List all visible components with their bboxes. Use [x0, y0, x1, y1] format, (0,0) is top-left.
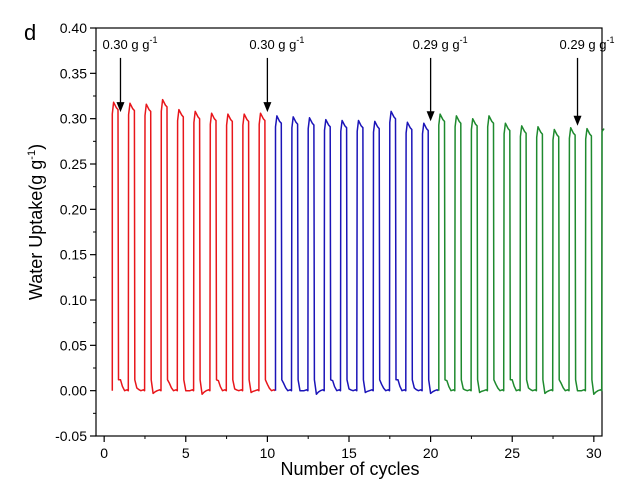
y-tick-label: 0.30	[60, 111, 87, 127]
annotation-layer: 0.30 g g-1 0.30 g g-1 0.29 g g-1 0.29 g g-1	[102, 35, 615, 126]
y-tick-label: 0.00	[60, 383, 87, 399]
y-tick-label: 0.10	[60, 292, 87, 308]
x-tick-label: 5	[182, 445, 190, 461]
x-tick-label: 0	[100, 445, 108, 461]
annotation-label: 0.30 g g-1	[249, 35, 304, 52]
annotation-label: 0.29 g g-1	[560, 35, 615, 52]
annotation-label-sup: -1	[149, 35, 157, 45]
x-tick-label: 10	[260, 445, 276, 461]
annotation-label: 0.29 g g-1	[413, 35, 468, 52]
series-line-1	[111, 98, 276, 396]
y-tick-label: -0.05	[55, 428, 87, 444]
annotation-label-main: 0.30 g g	[102, 37, 149, 52]
y-tick-label: 0.40	[60, 20, 87, 36]
annotation-label-sup: -1	[296, 35, 304, 45]
y-tick-label: 0.25	[60, 156, 87, 172]
x-axis-label: Number of cycles	[280, 459, 419, 479]
y-axis-label-close: )	[26, 144, 46, 150]
annotation-arrowhead	[116, 102, 125, 113]
annotation-label-main: 0.30 g g	[249, 37, 296, 52]
y-axis-label-main: Water Uptake(g g	[26, 160, 46, 300]
series-layer	[111, 98, 605, 396]
annotation-arrowhead	[573, 115, 582, 126]
annotation-label-main: 0.29 g g	[413, 37, 460, 52]
y-tick-label: 0.35	[60, 65, 87, 81]
y-tick-label: 0.20	[60, 201, 87, 217]
y-tick-label: 0.15	[60, 247, 87, 263]
annotation-arrowhead	[263, 102, 272, 113]
y-tick-label: 0.05	[60, 337, 87, 353]
x-tick-label: 25	[504, 445, 520, 461]
y-axis: -0.05 0.00 0.05 0.10 0.15 0.20 0.25 0.30 0.35 0.4…	[55, 20, 96, 444]
series-line-3	[438, 113, 605, 396]
x-axis: 0 5 10 15 20 25 30	[100, 436, 602, 461]
y-axis-label: Water Uptake(g g-1)	[26, 144, 46, 300]
annotation-label: 0.30 g g-1	[102, 35, 157, 52]
series-line-2	[274, 110, 439, 396]
panel-label: d	[24, 20, 36, 45]
annotation-label-sup: -1	[607, 35, 615, 45]
annotation-arrowhead	[426, 111, 435, 122]
x-tick-label: 20	[423, 445, 439, 461]
x-tick-label: 30	[586, 445, 602, 461]
y-axis-label-sup: -1	[26, 150, 38, 160]
x-tick-label: 15	[341, 445, 357, 461]
annotation-label-main: 0.29 g g	[560, 37, 607, 52]
annotation-label-sup: -1	[460, 35, 468, 45]
